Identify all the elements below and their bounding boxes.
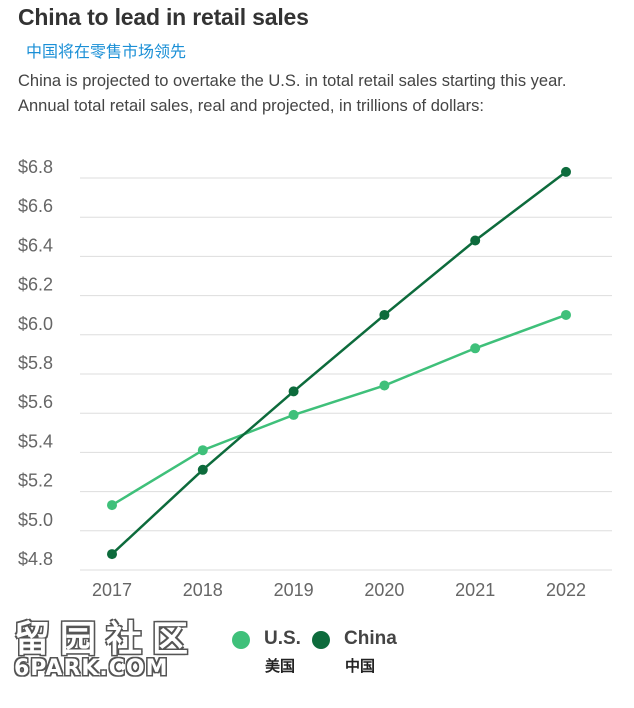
y-tick-label: $6.4	[18, 235, 53, 255]
y-tick-label: $6.2	[18, 275, 53, 295]
legend-swatch-us	[232, 631, 250, 649]
x-tick-label: 2021	[455, 580, 495, 600]
legend-label-us-cn: 美国	[265, 657, 296, 675]
x-tick-label: 2022	[546, 580, 586, 600]
y-tick-label: $5.6	[18, 392, 53, 412]
y-tick-label: $6.0	[18, 314, 53, 334]
x-tick-label: 2019	[274, 580, 314, 600]
y-axis-ticks: $4.8 $5.0 $5.2 $5.4 $5.6 $5.8 $6.0 $6.2 $6.4 $6.6…	[18, 157, 53, 569]
chart-description: China is projected to overtake the U.S. …	[18, 69, 628, 119]
data-point-us	[470, 343, 481, 354]
data-point-us	[107, 500, 117, 511]
legend-label-china: China	[344, 628, 397, 649]
x-tick-label: 2020	[364, 580, 404, 600]
data-point-us	[197, 445, 208, 456]
x-tick-label: 2017	[92, 580, 132, 600]
legend-label-us: U.S.	[264, 628, 301, 649]
watermark: 留园社区 6PARK.COM	[14, 610, 198, 681]
data-point-china	[561, 166, 571, 177]
watermark-en: 6PARK.COM	[14, 656, 169, 681]
data-point-us	[379, 380, 390, 391]
y-tick-label: $5.8	[18, 353, 53, 373]
data-point-china	[470, 235, 481, 246]
series-line-china	[111, 170, 567, 555]
description-line-1: China is projected to overtake the U.S. …	[18, 72, 567, 90]
y-tick-label: $6.8	[18, 157, 53, 177]
legend-label-china-cn: 中国	[345, 657, 376, 675]
data-point-china	[107, 549, 117, 560]
y-tick-label: $5.2	[18, 471, 53, 491]
chart-subtitle-cn: 中国将在零售市场领先	[26, 42, 187, 61]
watermark-cn: 留园社区	[14, 618, 199, 660]
y-tick-label: $5.4	[18, 431, 53, 451]
data-point-china	[197, 464, 208, 475]
data-point-china	[288, 386, 299, 397]
series-line-us	[111, 313, 567, 507]
y-tick-label: $4.8	[18, 549, 53, 569]
gridlines	[80, 177, 612, 571]
description-line-2: Annual total retail sales, real and proj…	[18, 97, 484, 115]
series-lines	[107, 166, 571, 560]
y-tick-label: $5.0	[18, 510, 53, 530]
x-axis-ticks: 2017 2018 2019 2020 2021 2022	[92, 580, 586, 600]
chart-title: China to lead in retail sales	[18, 4, 309, 30]
data-point-us	[561, 309, 571, 320]
data-point-china	[379, 309, 390, 320]
y-tick-label: $6.6	[18, 196, 53, 216]
legend-swatch-china	[312, 631, 330, 649]
x-tick-label: 2018	[183, 580, 223, 600]
data-point-us	[288, 409, 299, 420]
